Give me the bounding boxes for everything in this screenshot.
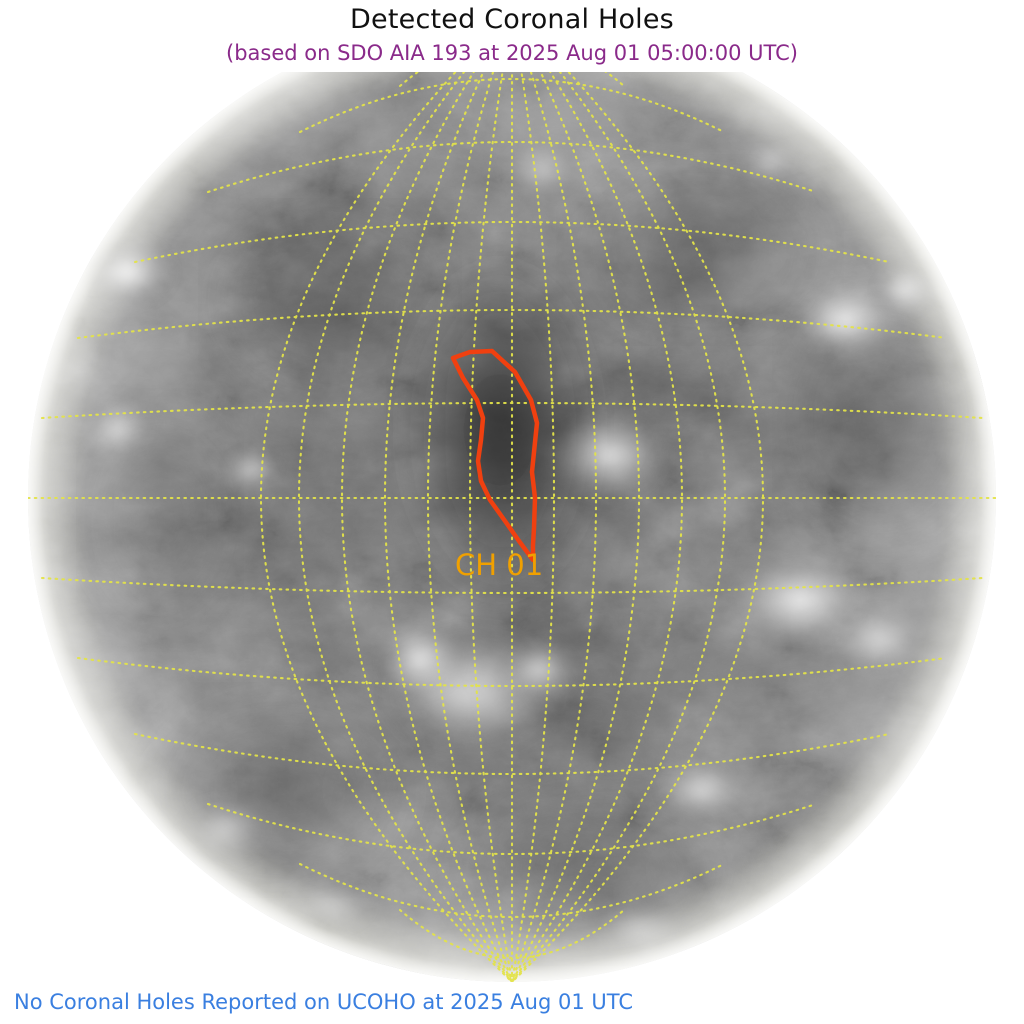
solar-disk-viewport: CH 01 [0, 72, 1024, 992]
disk-body [28, 72, 996, 982]
page-title: Detected Coronal Holes [350, 4, 674, 35]
page-subtitle: (based on SDO AIA 193 at 2025 Aug 01 05:… [226, 41, 798, 65]
ucoho-report-note: No Coronal Holes Reported on UCOHO at 20… [14, 990, 633, 1014]
solar-disk-image [28, 72, 996, 982]
